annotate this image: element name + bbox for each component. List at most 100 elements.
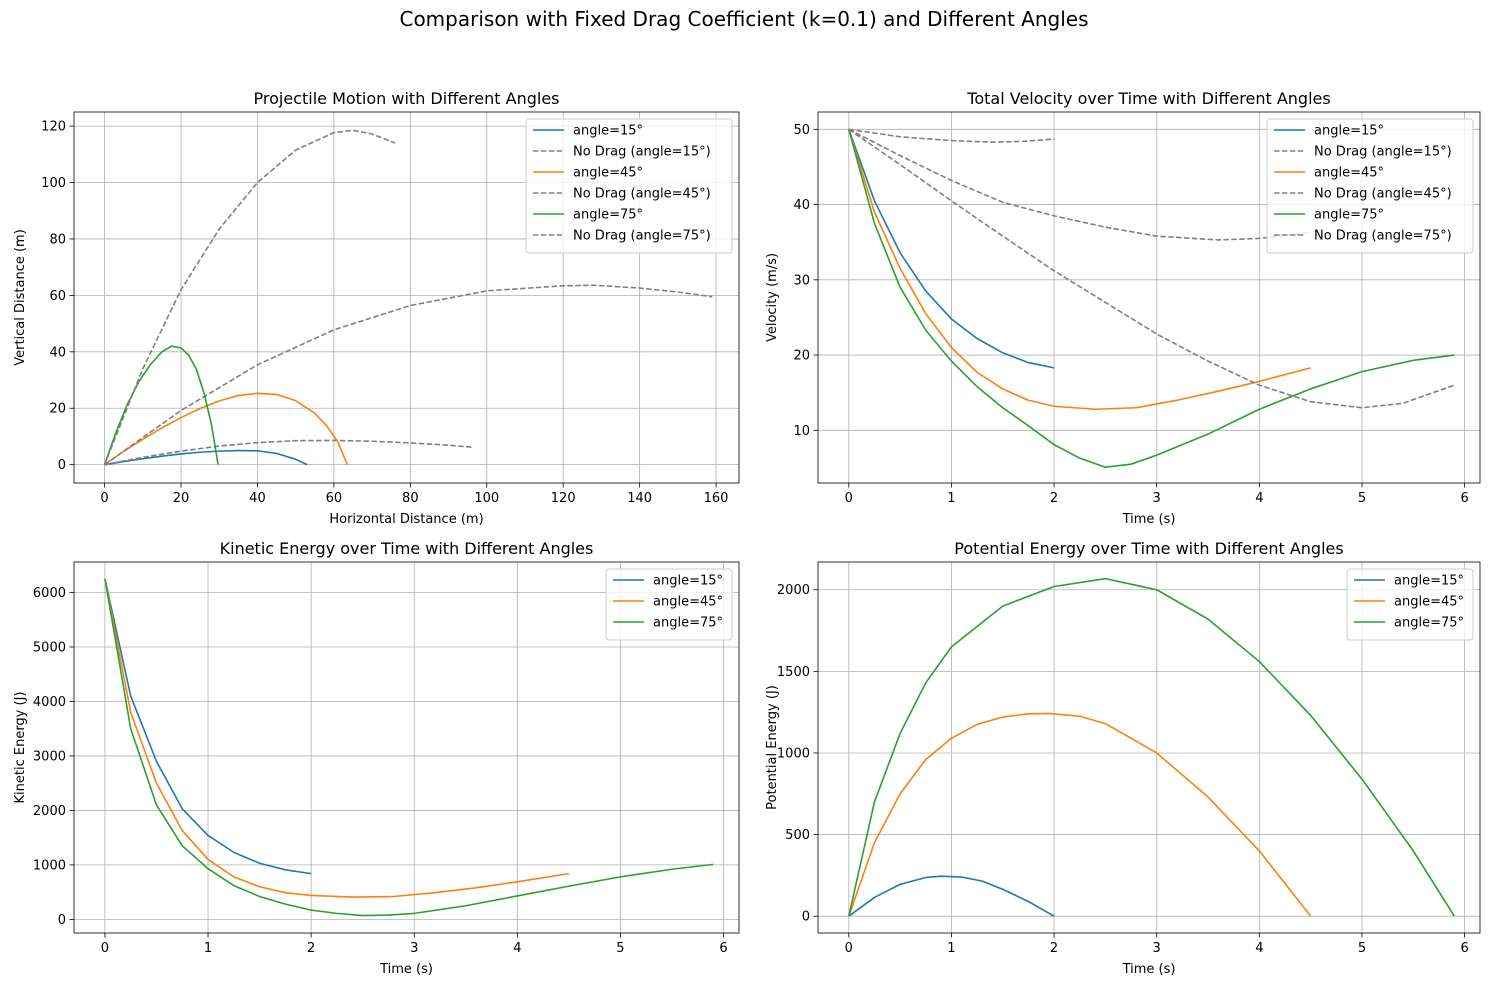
legend: angle=15° No Drag (angle=15°) angle=45° No … — [1266, 118, 1474, 254]
subplot-title: Potential Energy over Time with Differen… — [954, 539, 1343, 558]
subplot-kinetic: 0 1 2 3 4 5 6 0 1000 2000 3000 4000 5000 6000 Kinetic … — [13, 539, 740, 977]
x-tick-label: 40 — [249, 491, 266, 506]
legend: angle=15° angle=45° angle=75° — [605, 568, 733, 641]
x-tick-label: 5 — [1358, 941, 1366, 956]
series-group — [103, 129, 713, 466]
axes-frame — [73, 561, 740, 934]
subplot-trajectory: 0 20 40 60 80 100 120 140 160 0 20 40 60 80 100 120 Proj… — [13, 89, 740, 527]
legend-entry: No Drag (angle=45°) — [573, 187, 711, 202]
y-tick-label: 5000 — [33, 640, 66, 655]
subplot-title: Projectile Motion with Different Angles — [254, 89, 560, 108]
legend-entry: angle=75° — [653, 616, 723, 631]
legend-entry: angle=75° — [573, 208, 643, 223]
legend-entry: No Drag (angle=75°) — [1314, 229, 1452, 244]
y-tick-label: 1000 — [777, 746, 810, 761]
y-tick-label: 2000 — [777, 583, 810, 598]
axes-frame — [73, 111, 740, 484]
x-tick-label: 1 — [947, 491, 955, 506]
legend: angle=15° No Drag (angle=15°) angle=45° No … — [525, 118, 733, 254]
figure-title: Comparison with Fixed Drag Coefficient (… — [399, 7, 1088, 31]
series-line-angle-75 — [104, 578, 714, 917]
series-line-angle-15 — [104, 578, 312, 875]
x-tick-label: 4 — [1255, 941, 1263, 956]
subplot-potential: 0 1 2 3 4 5 6 0 500 1000 1500 2000 Potential Energy … — [765, 539, 1481, 977]
legend-entry: angle=45° — [1314, 166, 1384, 181]
x-tick-label: 4 — [513, 941, 521, 956]
y-tick-label: 2000 — [33, 804, 66, 819]
legend-entry: angle=75° — [1314, 208, 1384, 223]
series-line-no-drag-angle-75 — [103, 129, 396, 465]
legend-entry: No Drag (angle=15°) — [573, 145, 711, 160]
series-line-no-drag-angle-45 — [104, 284, 713, 466]
x-tick-label: 20 — [173, 491, 190, 506]
x-tick-label: 2 — [307, 941, 315, 956]
x-tick-label: 6 — [719, 941, 727, 956]
y-tick-label: 100 — [41, 176, 66, 191]
series-line-angle-75 — [103, 345, 219, 465]
series-line-angle-75 — [848, 129, 1455, 469]
x-tick-label: 120 — [551, 491, 576, 506]
series-line-angle-45 — [848, 712, 1312, 917]
series-line-angle-45 — [104, 392, 348, 466]
x-tick-label: 0 — [845, 491, 853, 506]
x-tick-label: 2 — [1050, 491, 1058, 506]
y-axis-label: Potential Energy (J) — [765, 685, 780, 810]
y-tick-label: 500 — [785, 828, 810, 843]
series-line-angle-15 — [848, 129, 1055, 369]
x-tick-label: 0 — [101, 941, 109, 956]
y-tick-label: 60 — [49, 289, 66, 304]
y-tick-label: 1500 — [777, 665, 810, 680]
subplot-title: Kinetic Energy over Time with Different … — [220, 539, 594, 558]
x-axis-label: Time (s) — [379, 962, 433, 977]
y-tick-label: 80 — [49, 232, 66, 247]
x-tick-label: 5 — [1358, 491, 1366, 506]
y-tick-label: 120 — [41, 120, 66, 135]
legend-entry: No Drag (angle=75°) — [573, 229, 711, 244]
x-tick-label: 3 — [1153, 491, 1161, 506]
x-tick-label: 4 — [1255, 491, 1263, 506]
y-tick-label: 0 — [802, 910, 810, 925]
legend-entry: angle=15° — [653, 574, 723, 589]
y-tick-label: 10 — [793, 424, 810, 439]
legend-box — [525, 118, 733, 254]
series-line-no-drag-angle-15 — [848, 128, 1055, 143]
legend-entry: angle=15° — [573, 124, 643, 139]
legend-box — [1266, 118, 1474, 254]
x-axis-label: Time (s) — [1122, 962, 1176, 977]
x-tick-label: 160 — [704, 491, 729, 506]
y-tick-label: 50 — [793, 123, 810, 138]
y-tick-label: 20 — [793, 349, 810, 364]
x-tick-label: 80 — [402, 491, 419, 506]
y-tick-label: 4000 — [33, 695, 66, 710]
series-line-angle-15 — [848, 875, 1055, 917]
x-axis-label: Horizontal Distance (m) — [329, 512, 483, 527]
series-group — [104, 578, 714, 917]
subplot-title: Total Velocity over Time with Different … — [966, 89, 1330, 108]
x-tick-label: 1 — [204, 941, 212, 956]
y-axis-label: Velocity (m/s) — [765, 253, 780, 342]
y-tick-label: 1000 — [33, 858, 66, 873]
x-tick-label: 6 — [1460, 941, 1468, 956]
y-tick-label: 40 — [49, 345, 66, 360]
y-tick-label: 3000 — [33, 749, 66, 764]
axes-frame — [817, 561, 1481, 934]
series-line-angle-15 — [104, 449, 308, 466]
series-group — [848, 128, 1455, 469]
x-tick-label: 140 — [627, 491, 652, 506]
x-tick-label: 3 — [410, 941, 418, 956]
subplot-velocity: 0 1 2 3 4 5 6 10 20 30 40 50 Total Velocity over Tim… — [765, 89, 1481, 527]
legend-entry: angle=15° — [1394, 574, 1464, 589]
legend-entry: No Drag (angle=15°) — [1314, 145, 1452, 160]
x-tick-label: 5 — [616, 941, 624, 956]
y-tick-label: 0 — [58, 913, 66, 928]
legend-entry: angle=15° — [1314, 124, 1384, 139]
subplot-grid: 0 20 40 60 80 100 120 140 160020406080100120Proj… — [13, 89, 1481, 977]
axes-frame — [817, 111, 1481, 484]
x-tick-label: 3 — [1153, 941, 1161, 956]
series-line-angle-45 — [848, 129, 1311, 411]
x-axis-label: Time (s) — [1122, 512, 1176, 527]
x-tick-label: 100 — [474, 491, 499, 506]
y-tick-label: 0 — [58, 458, 66, 473]
y-tick-label: 40 — [793, 198, 810, 213]
